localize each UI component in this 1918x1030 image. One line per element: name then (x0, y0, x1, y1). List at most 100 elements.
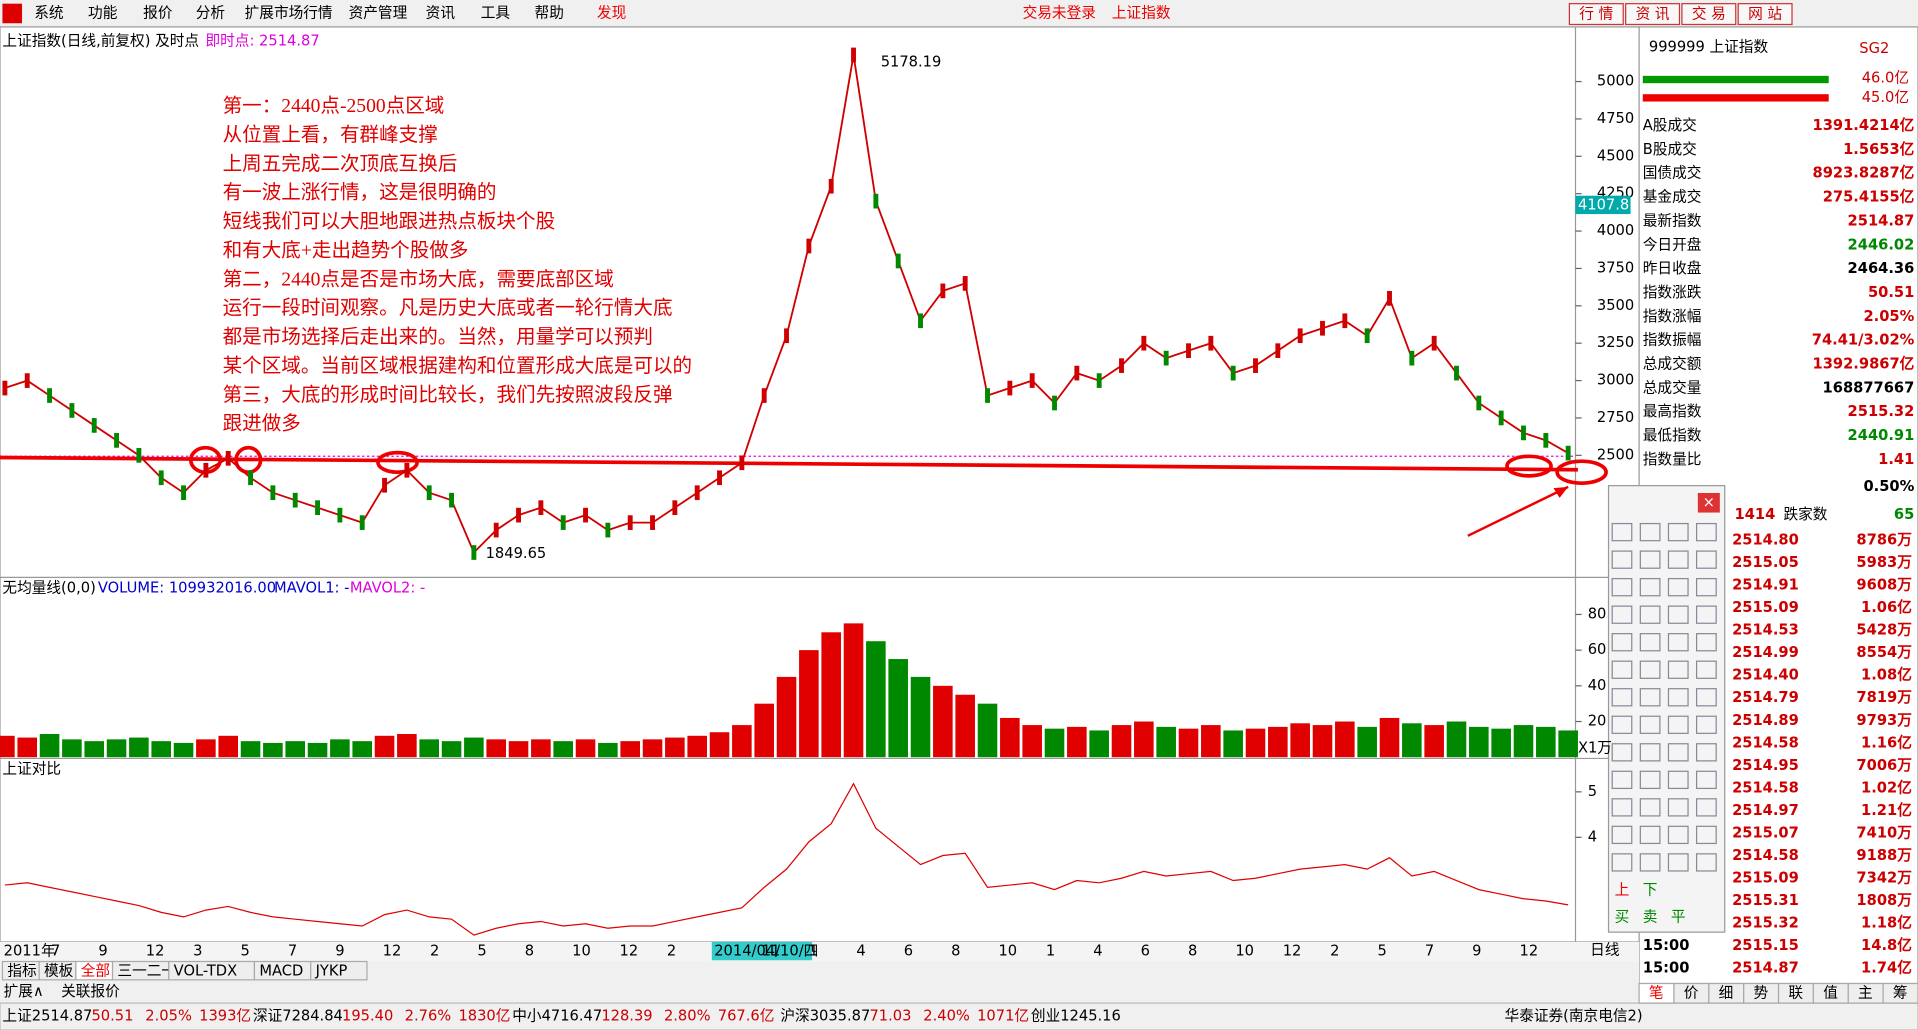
tool-icon[interactable] (1695, 770, 1717, 790)
tool-icon[interactable] (1611, 550, 1633, 569)
label: 2.05% (145, 1008, 192, 1025)
label: 11 (762, 943, 781, 960)
label: 4 (856, 943, 865, 960)
tool-icon[interactable] (1611, 798, 1633, 817)
top-button[interactable] (1625, 3, 1681, 26)
volume-bar (508, 741, 529, 758)
chart-area (0, 26, 1640, 943)
tool-icon[interactable] (1695, 605, 1717, 624)
candle (315, 500, 320, 515)
candle (739, 455, 745, 471)
tool-icon[interactable] (1667, 715, 1689, 734)
tool-icon[interactable] (1611, 577, 1633, 597)
label: 15:00 (1643, 937, 1690, 954)
side-tab[interactable] (1882, 982, 1918, 1004)
candle (493, 522, 499, 538)
candle (1007, 380, 1013, 396)
label: 2.05% (1863, 308, 1914, 325)
candle (1230, 365, 1236, 381)
tool-icon[interactable] (1695, 798, 1717, 817)
candle (560, 515, 566, 530)
tab[interactable] (310, 960, 368, 981)
volume-bar (1558, 730, 1578, 758)
tool-icon[interactable] (1611, 853, 1633, 872)
label: 关联报价 (61, 983, 120, 1000)
candle (382, 477, 387, 493)
close-button[interactable] (1697, 492, 1720, 513)
tool-icon[interactable] (1695, 660, 1717, 679)
tool-icon[interactable] (1667, 633, 1689, 652)
volume-bar (1067, 726, 1087, 758)
tool-icon[interactable] (1695, 633, 1717, 652)
tool-icon[interactable] (1639, 743, 1661, 762)
tool-icon[interactable] (1667, 798, 1689, 817)
label: 2514.89 (1732, 712, 1799, 729)
tool-icon[interactable] (1639, 550, 1661, 569)
candle (471, 545, 477, 560)
tool-icon[interactable] (1667, 660, 1689, 679)
tool-icon[interactable] (1695, 550, 1717, 569)
app-icon (2, 3, 23, 24)
tool-icon[interactable] (1611, 688, 1633, 707)
tool-icon[interactable] (1667, 605, 1689, 624)
tool-icon[interactable] (1695, 853, 1717, 872)
tool-icon[interactable] (1695, 825, 1717, 845)
tool-icon[interactable] (1611, 522, 1633, 542)
label: JYKP (315, 962, 348, 979)
close-icon[interactable]: × (1703, 494, 1715, 511)
label: 1808万 (1856, 892, 1912, 909)
tool-icon[interactable] (1667, 522, 1689, 542)
label: 2514.87 (1848, 212, 1915, 229)
tool-icon[interactable] (1639, 605, 1661, 624)
tool-icon[interactable] (1639, 770, 1661, 790)
tool-icon[interactable] (1695, 577, 1717, 597)
tool-icon[interactable] (1667, 770, 1689, 790)
tool-icon[interactable] (1639, 577, 1661, 597)
tool-icon[interactable] (1639, 633, 1661, 652)
label: 12 (383, 943, 402, 960)
tool-icon[interactable] (1667, 743, 1689, 762)
candle (940, 283, 946, 299)
label: VOL-TDX (174, 962, 237, 979)
label: 9 (1472, 943, 1481, 960)
label: 基金成交 (1643, 188, 1702, 206)
volume-bar (910, 676, 931, 758)
tool-icon[interactable] (1639, 522, 1661, 542)
tool-icon[interactable] (1695, 688, 1717, 707)
tool-icon[interactable] (1667, 550, 1689, 569)
tool-icon[interactable] (1667, 825, 1689, 845)
tool-icon[interactable] (1639, 825, 1661, 845)
tool-icon[interactable] (1667, 577, 1689, 597)
tool-icon[interactable] (1611, 743, 1633, 762)
volume-bar (620, 741, 640, 758)
tool-icon[interactable] (1695, 522, 1717, 542)
tool-icon[interactable] (1639, 660, 1661, 679)
tool-icon[interactable] (1611, 633, 1633, 652)
volume-bar (843, 623, 864, 758)
candle (516, 507, 521, 523)
label: 8923.8287亿 (1813, 164, 1915, 182)
tool-icon[interactable] (1695, 715, 1717, 734)
tool-icon[interactable] (1639, 853, 1661, 872)
tool-icon[interactable] (1611, 660, 1633, 679)
label: 5428万 (1856, 622, 1912, 639)
top-button[interactable] (1737, 3, 1793, 26)
tool-icon[interactable] (1611, 605, 1633, 624)
tool-icon[interactable] (1611, 715, 1633, 734)
tool-icon[interactable] (1667, 853, 1689, 872)
tool-icon[interactable] (1611, 770, 1633, 790)
tool-icon[interactable] (1695, 743, 1717, 762)
label: 扩展∧ (4, 983, 44, 1000)
tool-icon[interactable] (1639, 798, 1661, 817)
tool-icon[interactable] (1639, 688, 1661, 707)
top-button[interactable] (1681, 3, 1737, 26)
label: 主 (1858, 984, 1873, 1001)
label: 指数量比 (1643, 451, 1702, 468)
top-button[interactable] (1568, 3, 1624, 26)
label: 2514.97 (1732, 802, 1799, 819)
label: 6 (904, 943, 913, 960)
tool-icon[interactable] (1639, 715, 1661, 734)
volume-bar (1022, 725, 1042, 758)
tool-icon[interactable] (1667, 688, 1689, 707)
tool-icon[interactable] (1611, 825, 1633, 845)
